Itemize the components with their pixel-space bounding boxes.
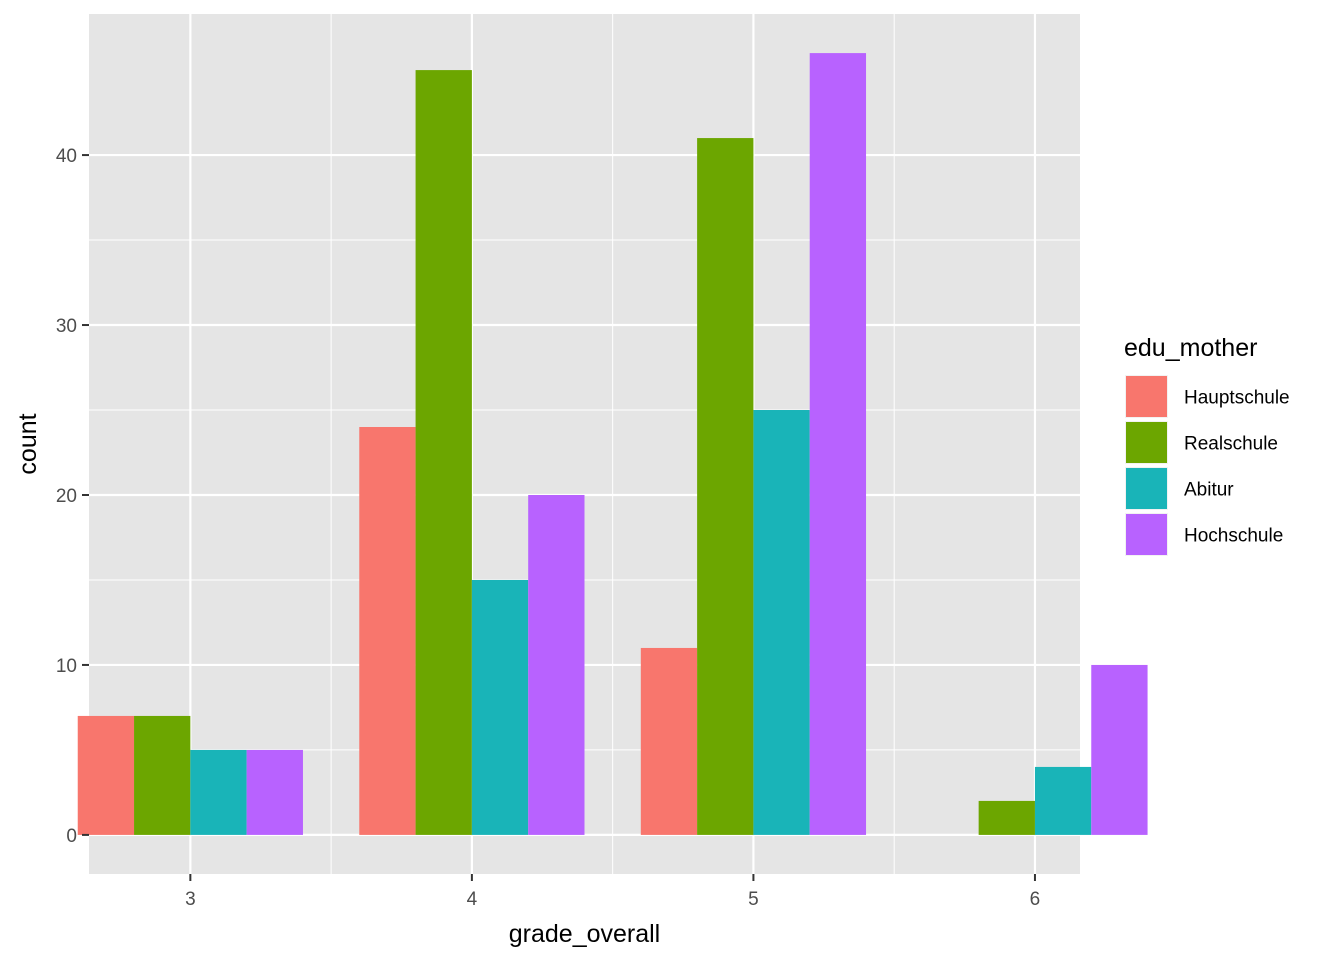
- x-axis: 3 4 5 6: [185, 874, 1040, 910]
- x-tick-label: 5: [748, 889, 759, 910]
- y-tick-label: 40: [56, 146, 77, 167]
- legend-title: edu_mother: [1124, 334, 1257, 362]
- legend-label-hauptschule: Hauptschule: [1184, 388, 1290, 409]
- bar-abitur-4: [471, 579, 529, 835]
- bar-realschule-4: [415, 70, 472, 835]
- bar-hochschule-3: [246, 749, 303, 835]
- bar-hochschule-6: [1091, 664, 1148, 835]
- legend: edu_mother Hauptschule Realschule Abitur Ho…: [1124, 334, 1290, 556]
- bars: [77, 53, 1148, 835]
- bar-hochschule-5: [809, 53, 867, 835]
- bar-hauptschule-4: [359, 427, 416, 835]
- y-axis: 0 10 20 30 40: [56, 146, 89, 847]
- legend-key-realschule: [1126, 422, 1167, 463]
- bar-abitur-3: [190, 749, 247, 835]
- bar-abitur-6: [1034, 766, 1092, 835]
- x-tick-label: 4: [467, 889, 478, 910]
- x-tick-label: 6: [1030, 889, 1041, 910]
- x-tick-label: 3: [185, 889, 196, 910]
- legend-label-abitur: Abitur: [1184, 480, 1234, 501]
- bar-hauptschule-5: [640, 647, 698, 835]
- bar-abitur-5: [753, 410, 810, 835]
- legend-key-hochschule: [1126, 514, 1167, 555]
- bar-realschule-5: [697, 138, 754, 835]
- legend-label-hochschule: Hochschule: [1184, 526, 1283, 547]
- y-axis-title: count: [14, 413, 42, 474]
- y-tick-label: 0: [66, 826, 77, 847]
- y-tick-label: 30: [56, 316, 77, 337]
- bar-realschule-3: [134, 715, 191, 835]
- legend-key-abitur: [1126, 468, 1167, 509]
- bar-realschule-6: [978, 800, 1035, 835]
- bar-hauptschule-3: [77, 715, 135, 835]
- x-axis-title: grade_overall: [509, 920, 661, 948]
- bar-hochschule-4: [528, 494, 585, 835]
- legend-label-realschule: Realschule: [1184, 434, 1278, 455]
- y-tick-label: 10: [56, 656, 77, 677]
- legend-key-hauptschule: [1126, 376, 1167, 417]
- y-tick-label: 20: [56, 486, 77, 507]
